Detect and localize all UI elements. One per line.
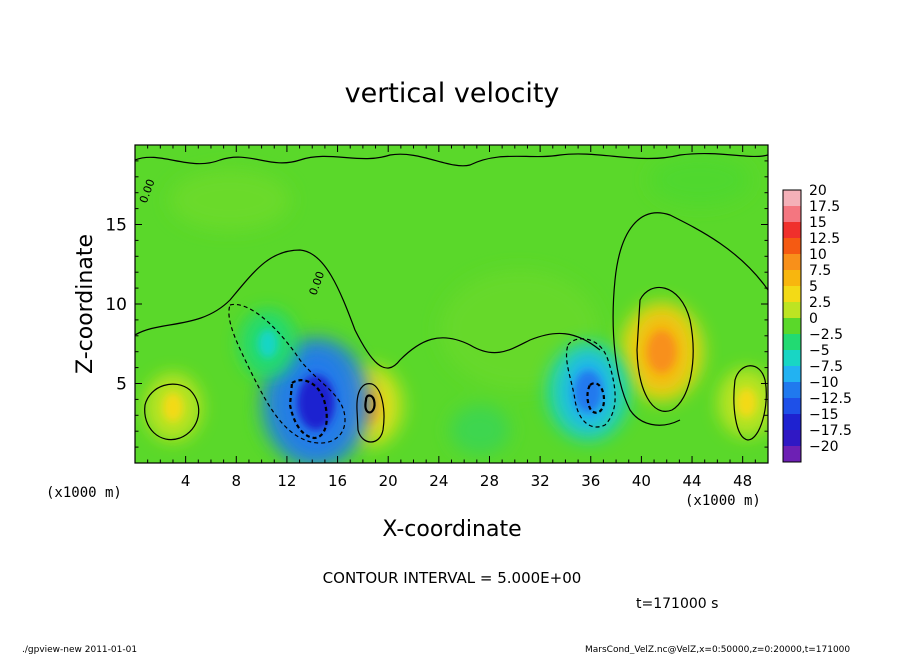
downdraft-core-5 bbox=[546, 342, 630, 441]
colorbar-swatch bbox=[783, 318, 801, 335]
colorbar: 2017.51512.5107.552.50−2.5−5−7.5−10−12.5… bbox=[782, 183, 852, 463]
colorbar-frame bbox=[782, 189, 802, 463]
colorbar-swatch bbox=[783, 414, 801, 431]
colorbar-label: −10 bbox=[809, 375, 839, 391]
colorbar-swatch bbox=[783, 430, 801, 447]
contour-dashed-left bbox=[228, 303, 346, 444]
colorbar-label: 5 bbox=[809, 279, 818, 295]
colorbar-label: −17.5 bbox=[809, 423, 852, 439]
x-tick-label: 24 bbox=[429, 472, 448, 490]
contour-center-core bbox=[364, 394, 376, 414]
colorbar-label: 15 bbox=[809, 215, 827, 231]
colorbar-label: −7.5 bbox=[809, 359, 843, 375]
x-tick-label: 36 bbox=[581, 472, 600, 490]
colorbar-swatch bbox=[783, 190, 801, 207]
colorbar-swatch bbox=[783, 270, 801, 287]
x-tick-label: 4 bbox=[181, 472, 191, 490]
colorbar-label: −12.5 bbox=[809, 391, 852, 407]
contour-blob-center bbox=[356, 383, 385, 443]
y-tick-label: 10 bbox=[105, 295, 127, 315]
contour-dashed-core-right bbox=[586, 382, 606, 414]
x-tick-label: 8 bbox=[232, 472, 242, 490]
y-tick-label: 15 bbox=[105, 216, 127, 236]
contour-blob-left bbox=[144, 383, 200, 441]
time-text: t=171000 s bbox=[636, 596, 718, 612]
x-tick-label: 20 bbox=[379, 472, 398, 490]
contour-zero-upper bbox=[135, 152, 768, 167]
x-tick-label: 48 bbox=[733, 472, 752, 490]
x-tick-label: 32 bbox=[531, 472, 550, 490]
contour-zero-right bbox=[612, 212, 768, 426]
colorbar-label: −20 bbox=[809, 439, 839, 455]
x-unit-label-left: (x1000 m) bbox=[46, 485, 122, 501]
x-tick-label: 44 bbox=[682, 472, 701, 490]
updraft-core-3 bbox=[717, 368, 768, 437]
contour-dashed-core-left bbox=[288, 379, 328, 440]
colorbar-label: 7.5 bbox=[809, 263, 831, 279]
x-axis: 4 8 12 16 20 24 28 32 36 40 44 48 bbox=[147, 145, 756, 490]
colorbar-label: 12.5 bbox=[809, 231, 840, 247]
y-axis: 5 10 15 bbox=[105, 160, 768, 448]
colorbar-swatch bbox=[783, 286, 801, 303]
x-tick-label: 16 bbox=[328, 472, 347, 490]
x-tick-label: 40 bbox=[632, 472, 651, 490]
plot-area: 0.000.00 bbox=[135, 145, 768, 463]
colorbar-label: −2.5 bbox=[809, 327, 843, 343]
updraft-core-0 bbox=[620, 302, 704, 402]
colorbar-swatch bbox=[783, 446, 801, 463]
contour-blob-far-right bbox=[733, 365, 767, 441]
colorbar-swatch bbox=[783, 238, 801, 255]
colorbar-swatch bbox=[783, 302, 801, 319]
colorbar-label: −5 bbox=[809, 343, 830, 359]
colorbar-swatch bbox=[783, 334, 801, 351]
downdraft-core-6 bbox=[239, 309, 297, 378]
colorbar-label: 2.5 bbox=[809, 295, 831, 311]
downdraft-core-4 bbox=[261, 337, 371, 463]
y-tick-label: 5 bbox=[116, 375, 127, 395]
contour-blob-right bbox=[636, 286, 694, 412]
colorbar-label: 0 bbox=[809, 311, 818, 327]
colorbar-swatch bbox=[783, 206, 801, 223]
colorbar-swatch bbox=[783, 366, 801, 383]
x-unit-label-right: (x1000 m) bbox=[685, 493, 761, 509]
updraft-core-2 bbox=[144, 373, 202, 442]
colorbar-swatch bbox=[783, 398, 801, 415]
x-tick-label: 28 bbox=[480, 472, 499, 490]
colorbar-swatch bbox=[783, 350, 801, 367]
x-axis-label: X-coordinate bbox=[382, 517, 521, 542]
x-tick-label: 12 bbox=[277, 472, 296, 490]
contour-interval-text: CONTOUR INTERVAL = 5.000E+00 bbox=[323, 569, 582, 587]
colorbar-swatch bbox=[783, 222, 801, 239]
colorbar-swatch bbox=[783, 382, 801, 399]
colorbar-label: 20 bbox=[809, 183, 827, 199]
chart-title: vertical velocity bbox=[345, 78, 560, 109]
feature-layer bbox=[144, 302, 768, 463]
contour-zero-mid bbox=[135, 249, 601, 369]
colorbar-label: 17.5 bbox=[809, 199, 840, 215]
contour-layer bbox=[135, 152, 768, 444]
footer-right: MarsCond_VelZ.nc@VelZ,x=0:50000,z=0:2000… bbox=[585, 645, 850, 654]
colorbar-swatch bbox=[783, 254, 801, 271]
footer-left: ./gpview-new 2011-01-01 bbox=[22, 645, 137, 654]
y-axis-label: Z-coordinate bbox=[73, 234, 98, 374]
colorbar-label: 10 bbox=[809, 247, 827, 263]
colorbar-label: −15 bbox=[809, 407, 839, 423]
contour-dashed-right bbox=[565, 338, 616, 428]
